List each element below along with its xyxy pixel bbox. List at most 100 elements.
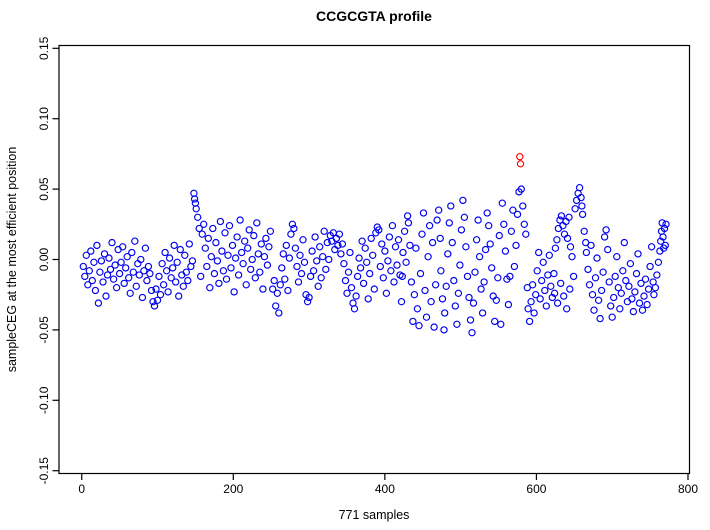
- data-point: [155, 272, 163, 281]
- x-axis-label: 771 samples: [339, 508, 410, 522]
- data-point: [399, 248, 407, 257]
- data-point: [90, 258, 98, 266]
- data-point: [568, 253, 576, 261]
- data-point: [164, 288, 172, 296]
- data-point: [535, 248, 543, 257]
- data-point: [485, 222, 493, 230]
- data-point: [375, 226, 383, 234]
- data-point: [584, 265, 592, 274]
- data-point: [428, 238, 437, 247]
- data-point: [120, 279, 128, 288]
- data-point: [489, 292, 497, 300]
- data-point: [582, 248, 591, 257]
- data-point: [210, 269, 219, 278]
- data-point: [234, 271, 243, 279]
- data-point: [93, 241, 101, 250]
- data-point: [538, 276, 546, 285]
- data-point: [305, 293, 313, 302]
- data-point: [557, 212, 566, 220]
- data-point: [355, 254, 363, 262]
- data-point: [182, 268, 190, 276]
- data-point: [469, 299, 478, 307]
- data-point: [488, 264, 496, 272]
- data-point: [190, 195, 199, 203]
- data-point: [281, 275, 289, 283]
- data-point: [284, 286, 292, 295]
- data-point: [617, 289, 625, 297]
- data-point: [126, 289, 134, 297]
- data-point: [337, 250, 345, 258]
- data-point: [644, 285, 653, 293]
- data-point: [622, 276, 630, 285]
- data-point: [397, 298, 406, 306]
- data-point: [445, 219, 453, 227]
- data-point: [195, 224, 203, 233]
- data-point: [259, 285, 267, 293]
- data-point: [361, 244, 369, 252]
- data-point: [626, 260, 635, 268]
- data-point: [457, 226, 466, 234]
- data-point: [412, 244, 420, 252]
- data-point: [352, 292, 360, 300]
- data-point: [571, 205, 579, 213]
- data-point: [122, 264, 130, 272]
- y-axis-tick-label: -0.10: [37, 386, 51, 414]
- data-point: [600, 233, 609, 241]
- data-point: [605, 278, 613, 286]
- data-point: [338, 240, 347, 248]
- axes-layer: 0 200 400 600 800 -0.15 -0.10 -0.05 0.00 0.05 0.10…: [37, 36, 698, 496]
- data-point: [563, 305, 571, 313]
- data-point: [135, 271, 143, 279]
- data-point: [108, 238, 116, 247]
- data-point: [150, 302, 159, 310]
- data-point: [404, 219, 413, 227]
- data-point: [197, 272, 205, 281]
- data-point: [491, 317, 499, 326]
- data-point: [542, 302, 550, 310]
- data-point: [230, 288, 238, 296]
- data-point: [524, 305, 532, 313]
- data-point: [228, 241, 237, 250]
- data-point: [415, 322, 423, 330]
- data-point: [509, 206, 517, 214]
- data-point: [222, 275, 231, 283]
- data-point: [152, 285, 160, 293]
- data-point: [170, 241, 178, 250]
- data-point: [454, 289, 463, 297]
- data-point: [204, 234, 212, 243]
- outlier-data-point: [516, 160, 525, 168]
- data-point: [447, 202, 455, 210]
- data-point: [453, 320, 461, 328]
- data-point: [494, 274, 502, 282]
- data-point: [450, 276, 458, 285]
- data-point: [105, 254, 113, 262]
- x-axis-tick-label: 800: [678, 482, 698, 496]
- data-point: [85, 267, 93, 275]
- y-axis-tick-label: 0.05: [37, 177, 51, 201]
- data-point: [634, 250, 642, 258]
- y-axis-tick-label: 0.10: [37, 107, 51, 131]
- data-point: [99, 278, 107, 286]
- data-point: [366, 269, 374, 278]
- data-point: [97, 257, 106, 265]
- data-point: [356, 264, 365, 272]
- plot-title: CCGCGTA profile: [316, 8, 432, 24]
- x-axis-tick-label: 400: [375, 482, 395, 496]
- data-point: [194, 213, 202, 221]
- data-point: [391, 243, 400, 251]
- data-point: [547, 282, 555, 290]
- data-point: [91, 286, 100, 295]
- data-point: [231, 254, 240, 262]
- data-point: [188, 257, 197, 265]
- data-point: [625, 282, 633, 290]
- data-point: [387, 267, 395, 275]
- data-point: [481, 245, 490, 254]
- data-point: [156, 291, 165, 299]
- data-point: [272, 302, 280, 310]
- data-point: [550, 269, 558, 278]
- data-point: [209, 224, 217, 233]
- data-point: [427, 298, 435, 306]
- data-point: [444, 250, 452, 258]
- data-point: [653, 271, 661, 279]
- y-axis-label: sampleCEG at the most efficient position: [5, 147, 19, 373]
